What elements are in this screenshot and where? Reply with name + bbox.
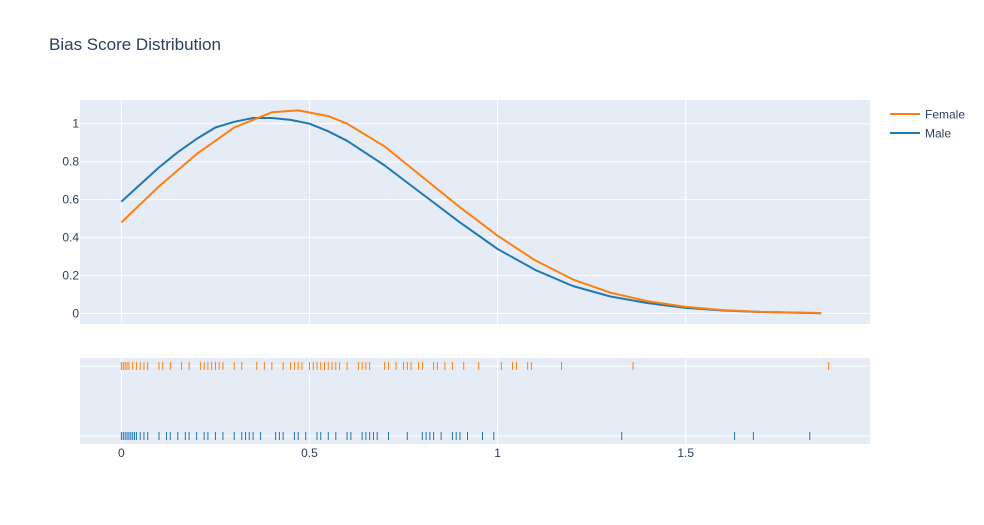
main-plot-background [80,100,870,324]
legend-label-female: Female [925,108,965,122]
chart-title: Bias Score Distribution [49,35,221,54]
density-line-male [120,117,822,315]
x-tick-label: 0 [118,446,125,460]
density-lines [120,109,822,315]
rug-marks [120,362,830,440]
x-tick-label: 1 [494,446,501,460]
y-tick-label: 0.2 [62,269,79,283]
axis-tick-labels: 0 0.2 0.4 0.6 0.8 1 0 0.5 1 1.5 [62,117,694,460]
legend-item-male[interactable]: Male [890,127,951,141]
legend-label-male: Male [925,127,951,141]
rug-plot-background [80,358,870,444]
x-tick-label: 1.5 [677,446,694,460]
legend[interactable]: Female Male [890,108,965,141]
legend-item-female[interactable]: Female [890,108,965,122]
grid-lines [80,100,870,444]
y-tick-label: 1 [72,117,79,131]
density-line-female [120,109,822,314]
y-tick-label: 0.6 [62,193,79,207]
y-tick-label: 0 [72,307,79,321]
y-tick-label: 0.8 [62,155,79,169]
y-tick-label: 0.4 [62,231,79,245]
x-tick-label: 0.5 [301,446,318,460]
